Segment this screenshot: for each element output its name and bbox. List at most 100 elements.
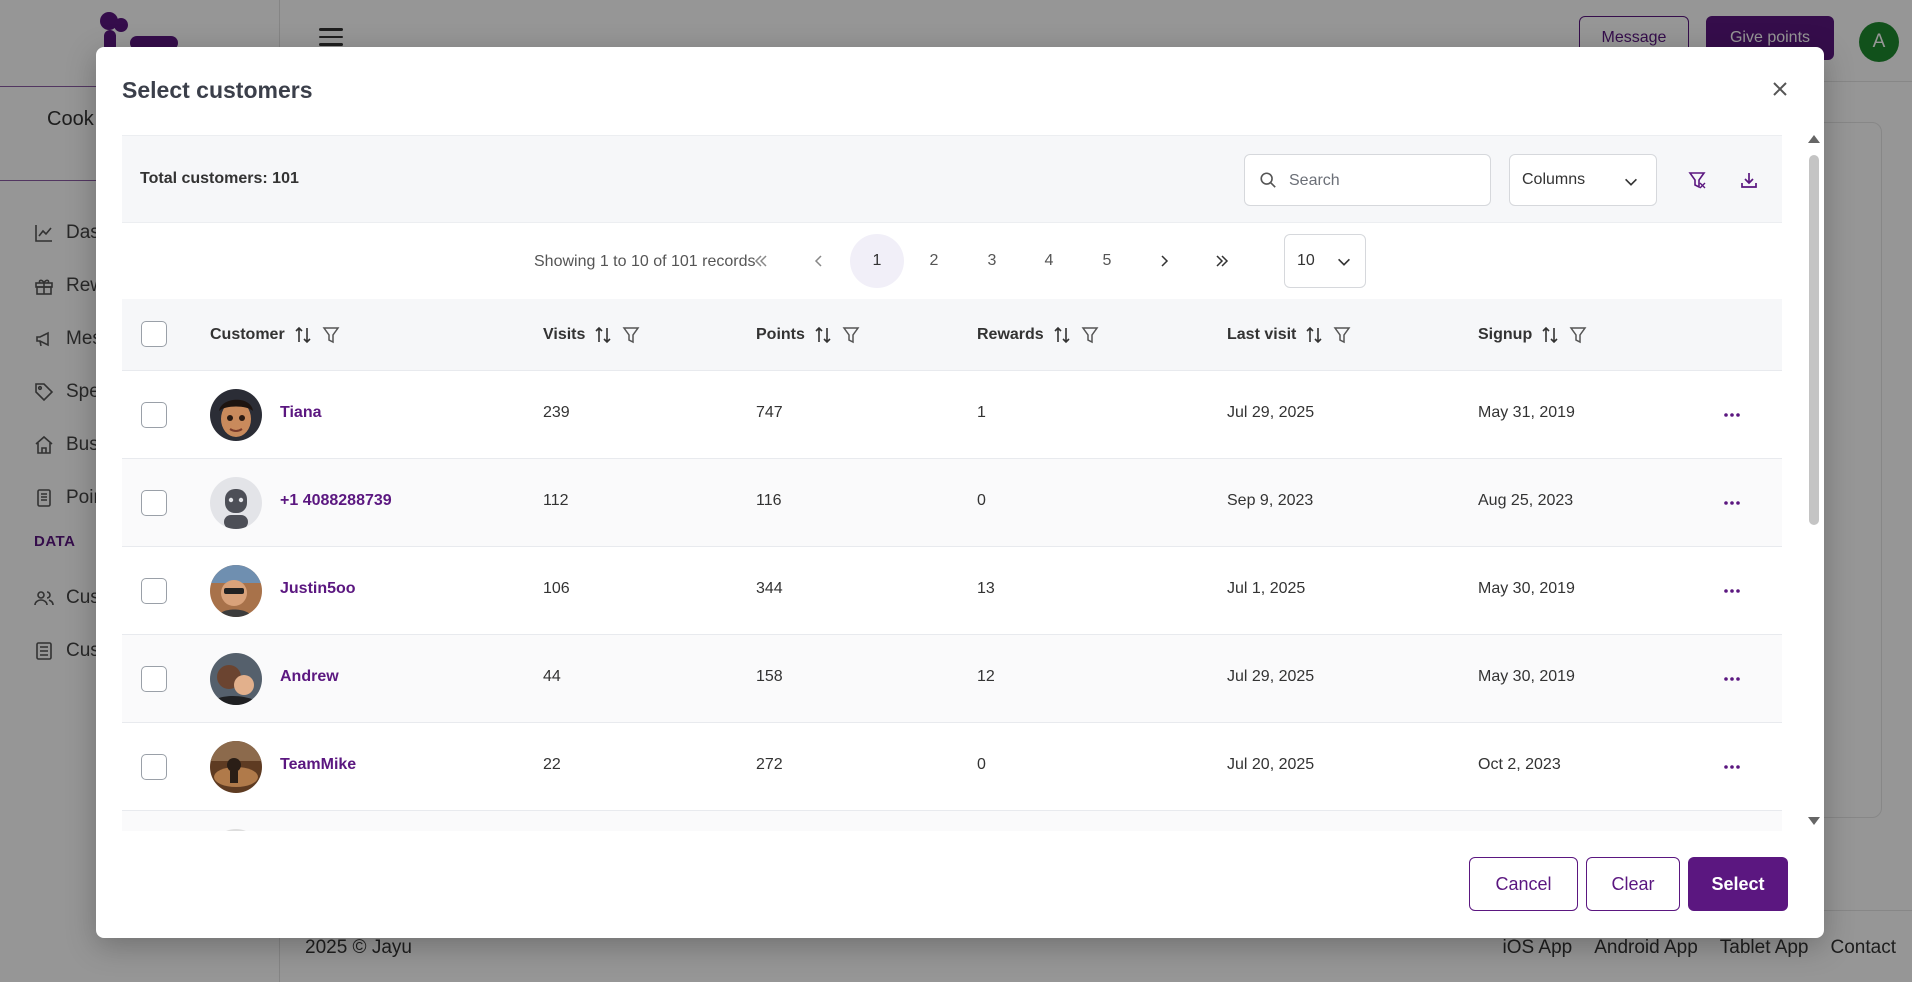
sort-icon[interactable]: [813, 325, 833, 345]
modal-scrollbar[interactable]: [1806, 135, 1820, 825]
user-avatar[interactable]: A: [1859, 22, 1899, 62]
search-field[interactable]: [1244, 154, 1491, 206]
sidebar-item-messages[interactable]: Mes: [34, 328, 102, 350]
page-size-value: 10: [1297, 252, 1315, 269]
footer-link-tablet[interactable]: Tablet App: [1719, 937, 1809, 958]
filter-icon[interactable]: [321, 325, 341, 345]
signup-cell: May 30, 2019: [1478, 580, 1575, 597]
more-options-icon[interactable]: [1722, 405, 1742, 425]
first-page-icon[interactable]: [734, 234, 788, 288]
table-row[interactable]: Andrew 44 158 12 Jul 29, 2025 May 30, 20…: [122, 635, 1782, 723]
last-page-icon[interactable]: [1195, 234, 1249, 288]
page-button-4[interactable]: 4: [1044, 252, 1054, 269]
column-header-rewards[interactable]: Rewards: [977, 325, 1100, 345]
avatar: [210, 829, 262, 831]
close-icon[interactable]: [1768, 77, 1792, 101]
sort-icon[interactable]: [1304, 325, 1324, 345]
sidebar-item-label: Cus: [66, 640, 100, 661]
chart-line-icon: [35, 225, 52, 242]
menu-icon[interactable]: [319, 28, 343, 48]
clear-filter-icon[interactable]: [1687, 170, 1707, 190]
more-options-icon[interactable]: [1722, 493, 1742, 513]
sidebar-item-business[interactable]: Busi: [34, 434, 103, 456]
sidebar-item-specials[interactable]: Spe: [34, 381, 100, 403]
select-button[interactable]: Select: [1688, 857, 1788, 911]
visits-cell: 44: [543, 668, 561, 685]
pagination: Showing 1 to 10 of 101 records 1 2 3 4 5…: [122, 223, 1782, 299]
sort-icon[interactable]: [1052, 325, 1072, 345]
scrollbar-thumb[interactable]: [1809, 155, 1819, 525]
sidebar-item-label: Rew: [66, 275, 105, 296]
last-visit-cell: Jul 29, 2025: [1227, 668, 1315, 685]
footer-link-android[interactable]: Android App: [1594, 937, 1698, 958]
modal-scroll-area[interactable]: Total customers: 101 Columns Showing 1 t…: [122, 135, 1782, 831]
column-header-customer[interactable]: Customer: [210, 325, 341, 345]
column-header-signup[interactable]: Signup: [1478, 325, 1588, 345]
search-input[interactable]: [1289, 167, 1479, 195]
row-checkbox[interactable]: [141, 490, 167, 516]
sort-icon[interactable]: [293, 325, 313, 345]
footer-links: iOS App Android App Tablet App Contact: [1503, 937, 1896, 959]
filter-icon[interactable]: [621, 325, 641, 345]
customer-name-link[interactable]: Justin5oo: [280, 580, 356, 597]
sidebar-item-points[interactable]: Poin: [34, 487, 104, 509]
more-options-icon[interactable]: [1722, 669, 1742, 689]
table-row[interactable]: Tiana 239 747 1 Jul 29, 2025 May 31, 201…: [122, 371, 1782, 459]
total-customers: Total customers: 101: [140, 170, 299, 187]
chevron-down-icon: [1338, 258, 1350, 266]
tablet-icon: [37, 489, 51, 507]
users-icon: [34, 591, 54, 606]
sort-icon[interactable]: [593, 325, 613, 345]
row-checkbox[interactable]: [141, 402, 167, 428]
table-row[interactable]: TeamMike 22 272 0 Jul 20, 2025 Oct 2, 20…: [122, 723, 1782, 811]
page-button-1[interactable]: 1: [850, 234, 904, 288]
pagination-info: Showing 1 to 10 of 101 records: [534, 253, 756, 270]
filter-icon[interactable]: [1080, 325, 1100, 345]
columns-label: Columns: [1522, 171, 1586, 188]
footer-link-ios[interactable]: iOS App: [1502, 937, 1573, 958]
customer-name-link[interactable]: TeamMike: [280, 756, 357, 773]
customer-name-link[interactable]: +1 4088288739: [280, 492, 392, 509]
shop-name[interactable]: Cook: [47, 108, 94, 130]
select-all-checkbox[interactable]: [141, 321, 167, 347]
jayu-logo: [96, 8, 186, 58]
customer-name-link[interactable]: Tiana: [280, 404, 322, 421]
clear-button[interactable]: Clear: [1586, 857, 1680, 911]
download-icon[interactable]: [1739, 170, 1759, 190]
footer-link-contact[interactable]: Contact: [1830, 937, 1896, 958]
rewards-cell: 0: [977, 756, 986, 773]
filter-icon[interactable]: [841, 325, 861, 345]
prev-page-icon[interactable]: [792, 234, 846, 288]
column-header-points[interactable]: Points: [756, 325, 861, 345]
avatar: [210, 565, 262, 617]
columns-dropdown[interactable]: Columns: [1509, 154, 1657, 206]
sidebar-item-rewards[interactable]: Rew: [34, 275, 104, 297]
page-button-2[interactable]: 2: [929, 252, 939, 269]
scroll-down-icon[interactable]: [1808, 817, 1820, 825]
sort-icon[interactable]: [1540, 325, 1560, 345]
filter-icon[interactable]: [1568, 325, 1588, 345]
more-options-icon[interactable]: [1722, 757, 1742, 777]
next-page-icon[interactable]: [1137, 234, 1191, 288]
table-row[interactable]: Justin5oo 106 344 13 Jul 1, 2025 May 30,…: [122, 547, 1782, 635]
sidebar-item-customer-reports[interactable]: Cus: [34, 640, 100, 662]
table-row[interactable]: +1 4088288739 112 116 0 Sep 9, 2023 Aug …: [122, 459, 1782, 547]
row-checkbox[interactable]: [141, 666, 167, 692]
row-checkbox[interactable]: [141, 578, 167, 604]
column-header-visits[interactable]: Visits: [543, 325, 641, 345]
column-header-last-visit[interactable]: Last visit: [1227, 325, 1352, 345]
scroll-up-icon[interactable]: [1808, 135, 1820, 143]
tag-icon: [35, 383, 54, 402]
sidebar-item-customers[interactable]: Cus: [34, 587, 100, 609]
page-button-3[interactable]: 3: [987, 252, 997, 269]
cancel-button[interactable]: Cancel: [1469, 857, 1578, 911]
more-options-icon[interactable]: [1722, 581, 1742, 601]
customer-name-link[interactable]: Andrew: [280, 668, 339, 685]
last-visit-cell: Sep 9, 2023: [1227, 492, 1314, 509]
page-size-select[interactable]: 10: [1284, 234, 1366, 288]
sidebar-item-label: Busi: [66, 434, 103, 455]
page-button-5[interactable]: 5: [1102, 252, 1112, 269]
table-row[interactable]: [122, 811, 1782, 831]
row-checkbox[interactable]: [141, 754, 167, 780]
filter-icon[interactable]: [1332, 325, 1352, 345]
